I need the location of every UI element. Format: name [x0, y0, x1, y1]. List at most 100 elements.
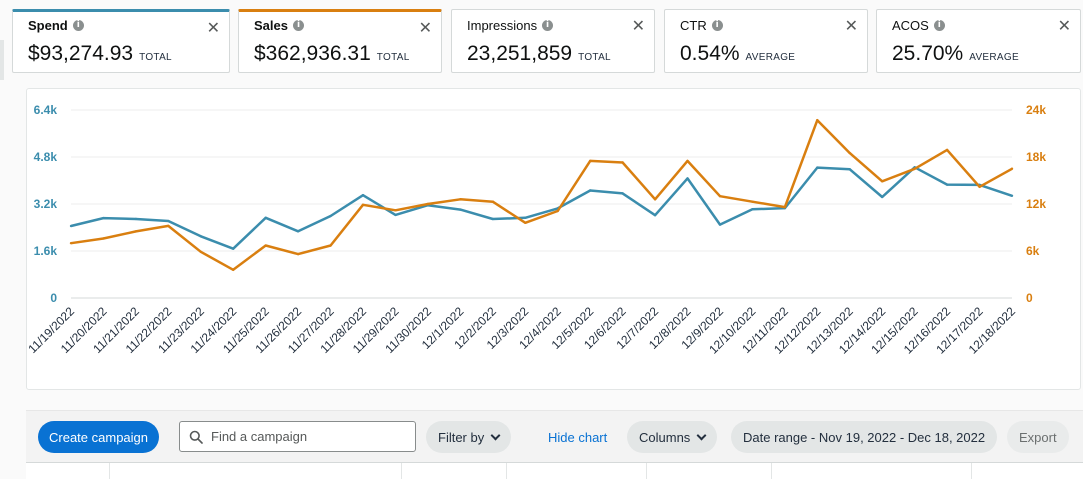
close-icon[interactable]: ✕ [844, 16, 858, 35]
y-left-tick-label: 3.2k [34, 197, 58, 211]
info-icon[interactable]: i [292, 19, 304, 31]
data-point [751, 200, 754, 203]
data-point [232, 247, 235, 250]
filter-by-button[interactable]: Filter by [426, 421, 512, 453]
data-point [134, 230, 138, 233]
search-box[interactable] [179, 421, 416, 452]
close-icon[interactable]: ✕ [418, 18, 432, 37]
data-point [556, 209, 559, 213]
metric-suffix: AVERAGE [745, 52, 796, 63]
metric-value: 23,251,859 [467, 42, 573, 65]
data-point [69, 224, 73, 228]
hide-chart-link[interactable]: Hide chart [548, 430, 608, 445]
data-point [491, 200, 495, 203]
create-campaign-button[interactable]: Create campaign [38, 421, 159, 453]
data-point [621, 192, 624, 195]
data-point [881, 180, 884, 183]
data-point [69, 241, 73, 245]
y-left-tick-label: 6.4k [34, 103, 58, 117]
filter-by-label: Filter by [438, 429, 485, 445]
info-icon[interactable]: i [542, 19, 554, 31]
data-point [524, 216, 527, 220]
data-point [978, 185, 981, 188]
metric-value: $362,936.31 [254, 42, 371, 65]
series-line-left-axis [70, 166, 1013, 250]
left-edge-strip [0, 40, 4, 80]
y-right-tick-label: 0 [1026, 291, 1033, 305]
chevron-down-icon [696, 430, 707, 440]
data-point [751, 208, 754, 211]
data-point [361, 193, 365, 197]
info-icon[interactable]: i [933, 19, 945, 31]
y-right-tick-label: 18k [1026, 150, 1046, 164]
table-column-divider [971, 463, 972, 479]
data-point [264, 244, 267, 247]
metric-header: Impressions i [467, 17, 654, 33]
close-icon[interactable]: ✕ [1057, 16, 1071, 35]
data-point [524, 221, 527, 224]
data-point [167, 224, 170, 228]
metric-card-ctr[interactable]: CTR i ✕ 0.54% AVERAGE [664, 9, 868, 73]
data-point [296, 252, 300, 256]
metric-value-row: $93,274.93 TOTAL [28, 42, 229, 66]
metric-card-spend[interactable]: Spend i ✕ $93,274.93 TOTAL [12, 9, 230, 73]
data-point [881, 195, 884, 199]
data-point [394, 213, 397, 217]
metric-header: Spend i [28, 17, 229, 33]
y-right-tick-label: 6k [1026, 244, 1040, 258]
close-icon[interactable]: ✕ [631, 16, 645, 35]
data-point [459, 208, 462, 211]
metric-value-row: 23,251,859 TOTAL [467, 42, 654, 66]
data-point [361, 203, 365, 206]
metric-card-acos[interactable]: ACOS i ✕ 25.70% AVERAGE [876, 9, 1081, 73]
info-icon[interactable]: i [711, 19, 723, 31]
metric-card-impressions[interactable]: Impressions i ✕ 23,251,859 TOTAL [451, 9, 655, 73]
info-icon[interactable]: i [72, 19, 84, 31]
columns-button[interactable]: Columns [627, 421, 718, 453]
export-label: Export [1019, 429, 1057, 445]
data-point [329, 214, 332, 218]
chart-panel: 0 0 1.6k 6k 3.2k 12k 4.8k 18k 6.4k 24k 11/19/2022 1… [26, 88, 1081, 390]
metric-value-row: $362,936.31 TOTAL [254, 42, 441, 66]
campaign-table-header [26, 462, 1083, 479]
data-point [653, 198, 657, 201]
export-button[interactable]: Export [1007, 421, 1069, 453]
metric-card-sales[interactable]: Sales i ✕ $362,936.31 TOTAL [238, 9, 442, 73]
data-point [394, 209, 397, 212]
data-point [296, 230, 300, 233]
data-point [167, 219, 170, 223]
data-point [816, 118, 819, 122]
table-column-divider [506, 463, 507, 479]
y-left-tick-label: 4.8k [34, 150, 58, 164]
metric-value-row: 25.70% AVERAGE [892, 42, 1080, 66]
metric-suffix: TOTAL [376, 52, 410, 63]
metric-label: ACOS [892, 17, 929, 33]
metric-value: $93,274.93 [28, 42, 134, 65]
data-point [653, 213, 657, 217]
data-point [783, 205, 787, 209]
metric-header: ACOS i [892, 17, 1080, 33]
data-point [848, 151, 851, 155]
y-left-tick-label: 1.6k [34, 244, 58, 258]
close-icon[interactable]: ✕ [206, 18, 220, 37]
data-point [945, 148, 949, 152]
data-point [1010, 167, 1014, 170]
date-range-button[interactable]: Date range - Nov 19, 2022 - Dec 18, 2022 [731, 421, 998, 453]
metric-label: Impressions [467, 17, 538, 33]
data-point [686, 159, 689, 163]
metric-header: CTR i [680, 17, 867, 33]
data-point [945, 183, 949, 186]
y-right-tick-label: 12k [1026, 197, 1046, 211]
search-icon [189, 430, 203, 444]
metric-label: Sales [254, 17, 288, 33]
data-point [913, 167, 916, 170]
table-column-divider [401, 463, 402, 479]
search-input[interactable] [211, 429, 401, 444]
table-column-divider [109, 463, 110, 479]
data-point [199, 250, 202, 253]
metric-header: Sales i [254, 17, 441, 33]
table-column-divider [646, 463, 647, 479]
series-line-right-axis [70, 118, 1013, 272]
data-point [264, 216, 267, 220]
